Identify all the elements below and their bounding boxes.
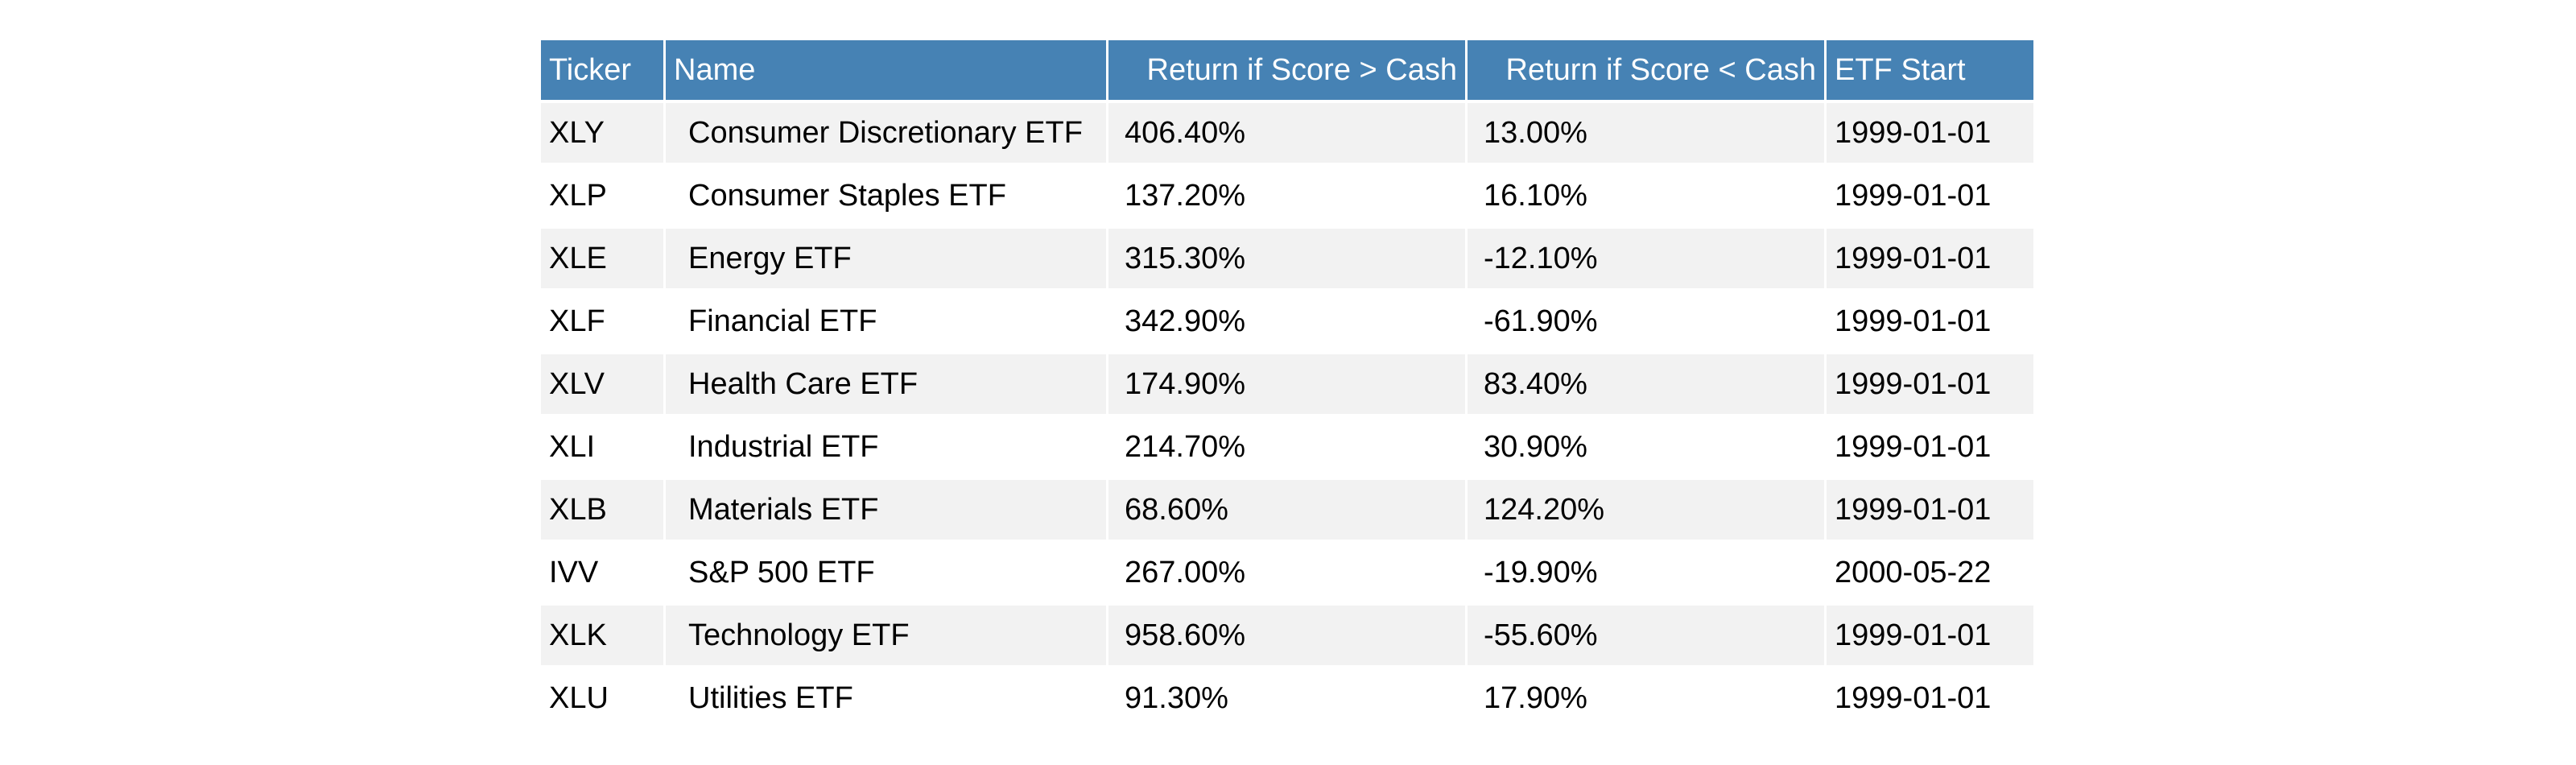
table-row: XLB Materials ETF 68.60% 124.20% 1999-01-01 (541, 477, 2033, 540)
cell-ticker: XLF (541, 288, 666, 351)
column-header-ticker[interactable]: Ticker (541, 40, 666, 100)
table-row: XLY Consumer Discretionary ETF 406.40% 13.0… (541, 100, 2033, 163)
cell-etf-start: 1999-01-01 (1827, 225, 2033, 288)
cell-ticker: XLU (541, 665, 666, 728)
cell-return-above-cash: 406.40% (1108, 100, 1468, 163)
cell-ticker: XLK (541, 602, 666, 665)
cell-etf-start: 1999-01-01 (1827, 414, 2033, 477)
column-header-return-below-cash[interactable]: Return if Score < Cash (1468, 40, 1827, 100)
cell-return-above-cash: 267.00% (1108, 540, 1468, 602)
cell-return-above-cash: 91.30% (1108, 665, 1468, 728)
table-row: XLE Energy ETF 315.30% -12.10% 1999-01-01 (541, 225, 2033, 288)
header-row: Ticker Name Return if Score > Cash Retur… (541, 40, 2033, 100)
cell-ticker: XLY (541, 100, 666, 163)
cell-name: Consumer Staples ETF (666, 163, 1108, 225)
cell-name: Health Care ETF (666, 351, 1108, 414)
cell-name: Utilities ETF (666, 665, 1108, 728)
table-row: IVV S&P 500 ETF 267.00% -19.90% 2000-05-22 (541, 540, 2033, 602)
cell-name: Financial ETF (666, 288, 1108, 351)
cell-return-below-cash: 13.00% (1468, 100, 1827, 163)
table-header: Ticker Name Return if Score > Cash Retur… (541, 40, 2033, 100)
cell-return-below-cash: -55.60% (1468, 602, 1827, 665)
cell-return-above-cash: 958.60% (1108, 602, 1468, 665)
table-row: XLP Consumer Staples ETF 137.20% 16.10% 1999… (541, 163, 2033, 225)
cell-ticker: XLV (541, 351, 666, 414)
etf-returns-table: Ticker Name Return if Score > Cash Retur… (541, 40, 2033, 728)
table-row: XLI Industrial ETF 214.70% 30.90% 1999-01-01 (541, 414, 2033, 477)
table-body: XLY Consumer Discretionary ETF 406.40% 13.0… (541, 100, 2033, 728)
cell-return-below-cash: 16.10% (1468, 163, 1827, 225)
cell-return-below-cash: 124.20% (1468, 477, 1827, 540)
cell-return-above-cash: 214.70% (1108, 414, 1468, 477)
cell-return-below-cash: 83.40% (1468, 351, 1827, 414)
cell-ticker: XLB (541, 477, 666, 540)
cell-name: Materials ETF (666, 477, 1108, 540)
table-row: XLF Financial ETF 342.90% -61.90% 1999-01-01 (541, 288, 2033, 351)
etf-returns-table-container: Ticker Name Return if Score > Cash Retur… (541, 40, 2033, 728)
cell-ticker: XLI (541, 414, 666, 477)
cell-return-below-cash: -61.90% (1468, 288, 1827, 351)
cell-name: S&P 500 ETF (666, 540, 1108, 602)
cell-return-below-cash: -12.10% (1468, 225, 1827, 288)
cell-return-above-cash: 315.30% (1108, 225, 1468, 288)
cell-etf-start: 1999-01-01 (1827, 477, 2033, 540)
column-header-return-above-cash[interactable]: Return if Score > Cash (1108, 40, 1468, 100)
cell-return-below-cash: 17.90% (1468, 665, 1827, 728)
cell-etf-start: 2000-05-22 (1827, 540, 2033, 602)
table-row: XLU Utilities ETF 91.30% 17.90% 1999-01-01 (541, 665, 2033, 728)
cell-return-above-cash: 342.90% (1108, 288, 1468, 351)
cell-etf-start: 1999-01-01 (1827, 602, 2033, 665)
table-row: XLK Technology ETF 958.60% -55.60% 1999-01-0… (541, 602, 2033, 665)
cell-return-below-cash: -19.90% (1468, 540, 1827, 602)
cell-ticker: XLE (541, 225, 666, 288)
cell-etf-start: 1999-01-01 (1827, 351, 2033, 414)
column-header-name[interactable]: Name (666, 40, 1108, 100)
column-header-etf-start[interactable]: ETF Start (1827, 40, 2033, 100)
cell-ticker: XLP (541, 163, 666, 225)
cell-return-below-cash: 30.90% (1468, 414, 1827, 477)
cell-name: Technology ETF (666, 602, 1108, 665)
cell-ticker: IVV (541, 540, 666, 602)
cell-etf-start: 1999-01-01 (1827, 288, 2033, 351)
cell-etf-start: 1999-01-01 (1827, 163, 2033, 225)
cell-name: Energy ETF (666, 225, 1108, 288)
cell-return-above-cash: 174.90% (1108, 351, 1468, 414)
cell-name: Industrial ETF (666, 414, 1108, 477)
table-row: XLV Health Care ETF 174.90% 83.40% 1999-01-0… (541, 351, 2033, 414)
cell-etf-start: 1999-01-01 (1827, 665, 2033, 728)
cell-return-above-cash: 137.20% (1108, 163, 1468, 225)
cell-return-above-cash: 68.60% (1108, 477, 1468, 540)
cell-name: Consumer Discretionary ETF (666, 100, 1108, 163)
cell-etf-start: 1999-01-01 (1827, 100, 2033, 163)
